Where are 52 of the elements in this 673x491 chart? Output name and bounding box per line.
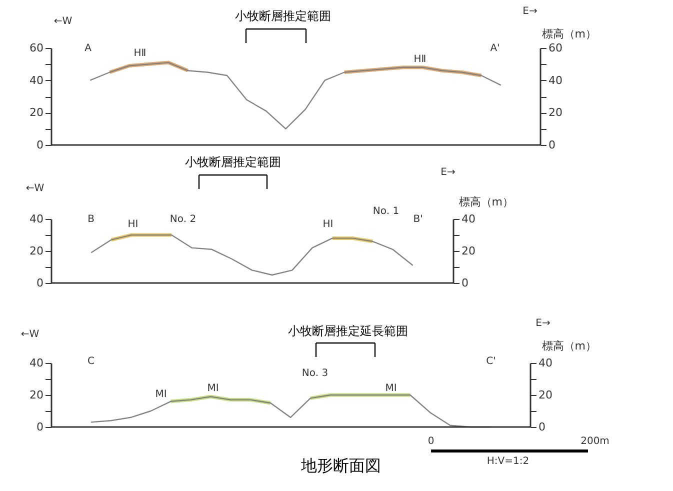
y2-tick-label: 0 (538, 420, 546, 434)
y2-tick-label: 40 (538, 356, 552, 370)
y-tick-label: 0 (36, 138, 44, 152)
text: E→ (536, 318, 550, 329)
text: ←W (54, 16, 72, 27)
annotation: HⅠ (322, 219, 334, 230)
chart-title: 小牧断層推定延長範囲 (288, 324, 408, 338)
y-tick-label: 40 (30, 356, 44, 370)
y-tick-label: 20 (30, 388, 44, 402)
annotation: HⅡ (134, 48, 146, 59)
y-tick-label: 20 (30, 106, 44, 120)
y2-tick-label: 0 (548, 138, 556, 152)
text: ←W (26, 183, 44, 194)
y2-axis-title: 標高（m） (542, 28, 596, 40)
y-tick-label: 40 (30, 74, 44, 87)
y2-tick-label: 0 (462, 276, 468, 290)
annotation: No. 2 (170, 214, 196, 225)
annotation: MⅠ (155, 389, 167, 400)
y-tick-label: 40 (30, 212, 44, 226)
text: E→ (522, 6, 538, 17)
annotation: MⅠ (385, 383, 397, 394)
y2-axis-title: 標高（m） (458, 196, 514, 208)
y2-tick-label: 40 (548, 74, 562, 87)
y2-tick-label: 20 (548, 106, 562, 120)
text: 地形断面図 (300, 456, 381, 475)
y2-axis-title: 標高（m） (542, 340, 596, 352)
annotation: B (88, 214, 95, 225)
annotation: B' (413, 214, 423, 225)
annotation: C' (486, 356, 496, 367)
y-tick-label: 20 (30, 244, 44, 258)
y-tick-label: 60 (30, 42, 44, 54)
annotation: HⅠ (128, 219, 138, 230)
annotation: A' (490, 43, 500, 54)
chart-title: 小牧断層推定範囲 (235, 9, 331, 23)
annotation: No. 3 (302, 368, 328, 379)
text: No. 1 (372, 206, 400, 217)
text: 0 (428, 436, 434, 447)
annotation: C (88, 356, 95, 367)
text: H:V=1:2 (486, 456, 530, 467)
y-tick-label: 0 (36, 276, 44, 290)
text: ←W (20, 329, 40, 340)
y2-tick-label: 60 (548, 42, 562, 54)
chart-title: 小牧断層推定範囲 (185, 155, 281, 169)
y2-tick-label: 40 (462, 212, 476, 226)
annotation: HⅡ (414, 54, 426, 65)
annotation: MⅠ (207, 383, 219, 394)
y-tick-label: 0 (36, 420, 44, 434)
text: 200m (580, 436, 610, 447)
y2-tick-label: 20 (462, 244, 476, 258)
annotation: A (84, 43, 92, 54)
y2-tick-label: 20 (538, 388, 552, 402)
text: E→ (440, 167, 456, 178)
